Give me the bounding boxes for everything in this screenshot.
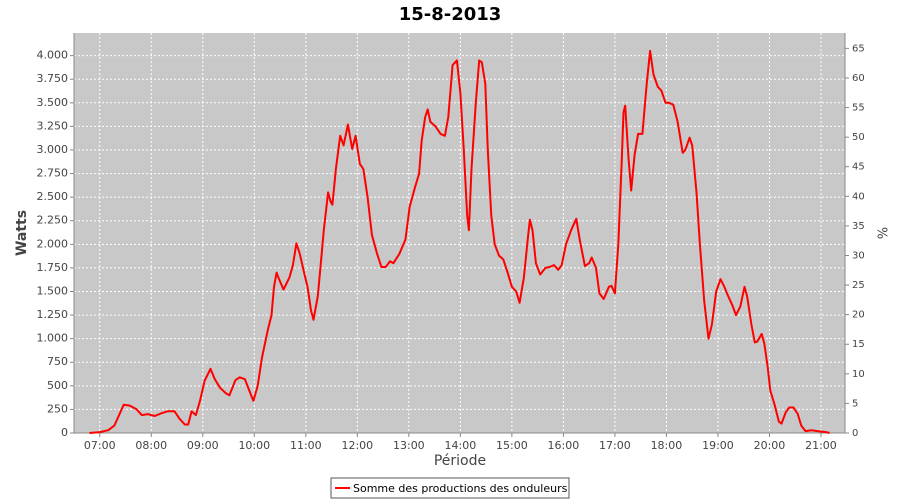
x-tick-label: 15:00 <box>496 439 528 452</box>
x-tick-label: 09:00 <box>187 439 219 452</box>
y2-tick-label: 30 <box>852 250 865 261</box>
legend-label: Somme des productions des onduleurs <box>353 482 568 495</box>
x-tick-label: 08:00 <box>135 439 167 452</box>
x-tick-label: 19:00 <box>702 439 734 452</box>
y-axis-label: Watts <box>14 210 30 256</box>
y2-tick-label: 55 <box>852 103 865 114</box>
y-tick-label: 0 <box>61 426 68 439</box>
y2-tick-label: 15 <box>852 339 865 350</box>
y-tick-label: 2.000 <box>37 237 69 250</box>
y2-tick-label: 5 <box>852 398 858 409</box>
x-tick-label: 16:00 <box>548 439 580 452</box>
y-tick-label: 750 <box>47 355 68 368</box>
y2-axis-label: % <box>874 227 889 239</box>
y-tick-label: 3.000 <box>37 143 69 156</box>
y-tick-label: 1.000 <box>37 332 69 345</box>
y2-tick-label: 40 <box>852 191 865 202</box>
y2-tick-label: 45 <box>852 162 865 173</box>
x-tick-label: 14:00 <box>445 439 477 452</box>
y2-tick-label: 60 <box>852 73 865 84</box>
chart-title: 15-8-2013 <box>399 4 502 25</box>
y2-tick-label: 20 <box>852 310 865 321</box>
y2-tick-label: 10 <box>852 369 865 380</box>
x-tick-label: 10:00 <box>238 439 270 452</box>
y-tick-label: 2.750 <box>37 167 69 180</box>
series-line <box>89 49 830 434</box>
y-tick-label: 2.250 <box>37 214 69 227</box>
legend: Somme des productions des onduleurs <box>330 477 570 499</box>
y-tick-label: 500 <box>47 379 68 392</box>
x-tick-label: 18:00 <box>651 439 683 452</box>
y-tick-label: 4.000 <box>37 49 69 62</box>
x-tick-label: 21:00 <box>805 439 837 452</box>
y-tick-label: 3.250 <box>37 119 69 132</box>
y-tick-label: 1.250 <box>37 308 69 321</box>
x-tick-label: 07:00 <box>84 439 116 452</box>
y-tick-label: 2.500 <box>37 190 69 203</box>
x-tick-label: 20:00 <box>754 439 786 452</box>
x-tick-label: 17:00 <box>599 439 631 452</box>
y2-tick-label: 65 <box>852 43 865 54</box>
y2-tick-label: 0 <box>852 428 858 439</box>
legend-box <box>330 477 570 499</box>
y-tick-label: 3.500 <box>37 96 69 109</box>
x-axis-label: Période <box>434 453 486 469</box>
y2-tick-label: 50 <box>852 132 865 143</box>
x-tick-label: 13:00 <box>393 439 425 452</box>
x-tick-label: 12:00 <box>341 439 373 452</box>
y-tick-label: 3.750 <box>37 72 69 85</box>
y-tick-label: 1.750 <box>37 261 69 274</box>
y2-tick-label: 25 <box>852 280 865 291</box>
y-tick-label: 250 <box>47 402 68 415</box>
y2-tick-label: 35 <box>852 221 865 232</box>
x-tick-label: 11:00 <box>290 439 322 452</box>
y-tick-label: 1.500 <box>37 284 69 297</box>
